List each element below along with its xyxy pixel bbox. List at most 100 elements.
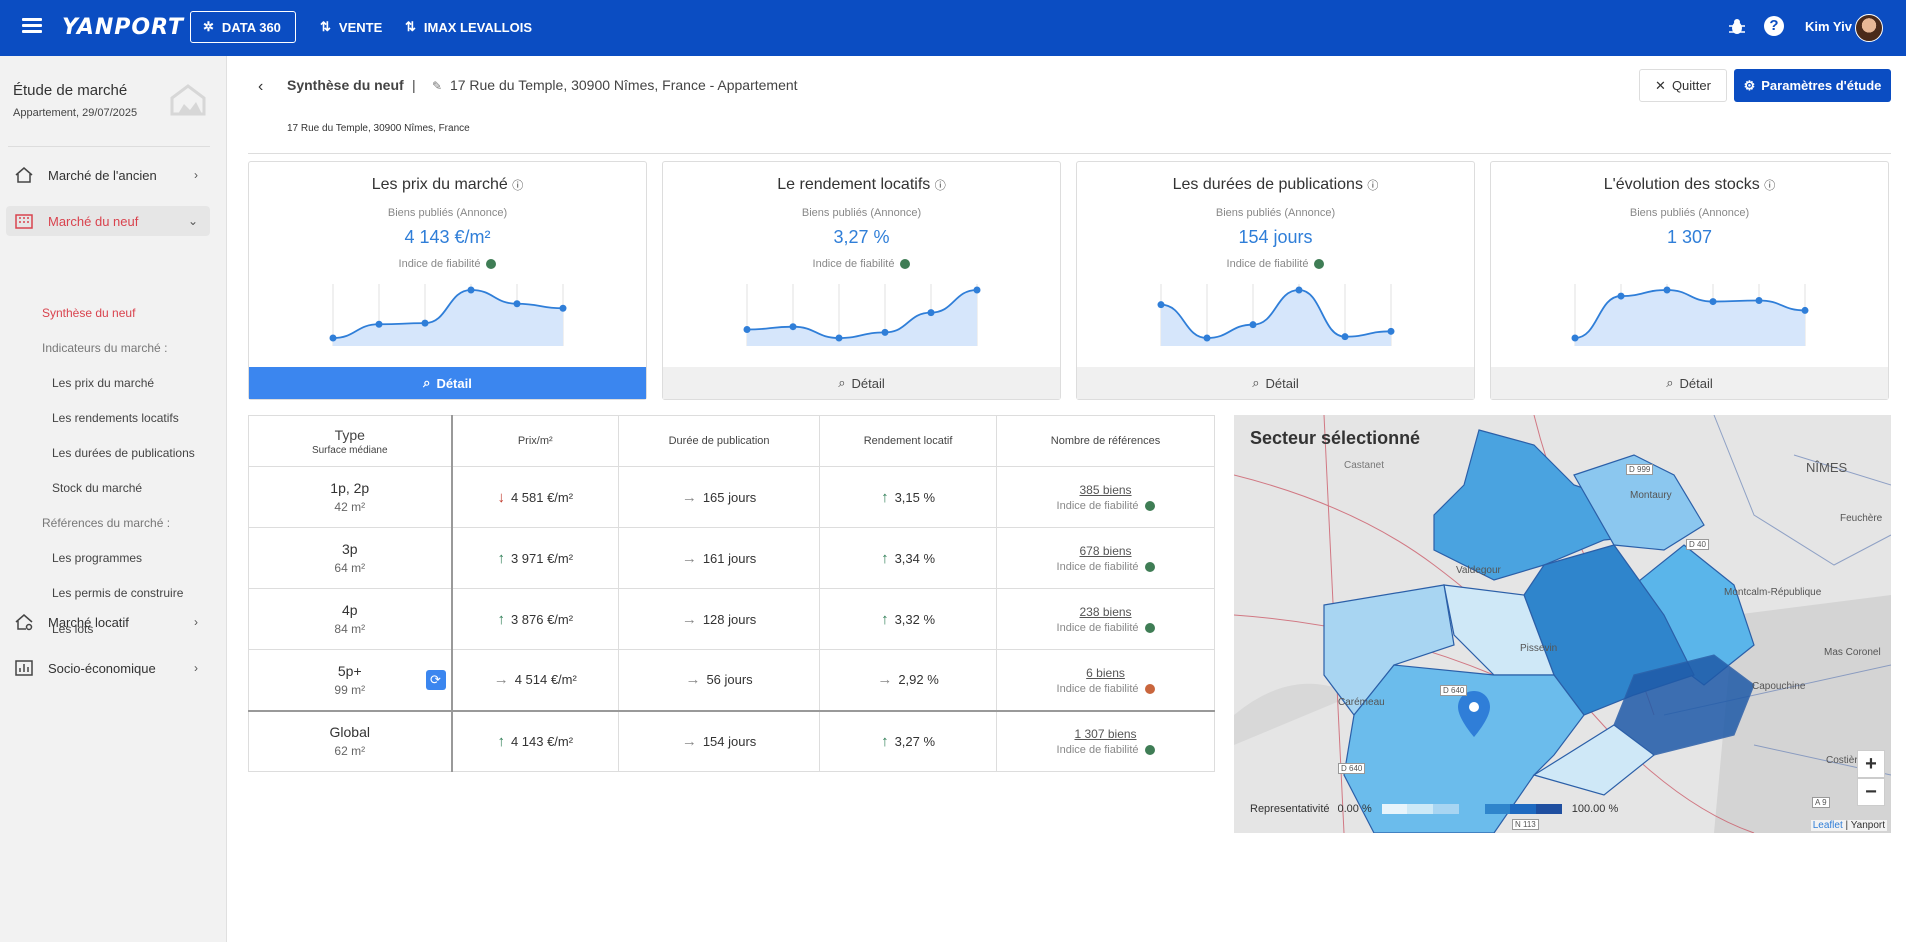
col-refs: Nombre de références bbox=[996, 415, 1215, 467]
map-road-a9: A 9 bbox=[1812, 797, 1830, 808]
refs-link[interactable]: 1 307 biens bbox=[1074, 727, 1137, 742]
sidebar-sub-lots[interactable]: Les lots bbox=[52, 622, 94, 636]
map-label-nimes: NÎMES bbox=[1806, 460, 1848, 475]
map-title: Secteur sélectionné bbox=[1250, 428, 1421, 448]
card-prix: Les prix du marché ⓘ Biens publiés (Anno… bbox=[248, 161, 647, 400]
brand-logo[interactable]: YANPORT bbox=[62, 15, 185, 40]
cell-refs: 1 307 biens Indice de fiabilité bbox=[996, 709, 1215, 772]
sidebar-sub-prix[interactable]: Les prix du marché bbox=[52, 376, 155, 390]
reliability-index: Indice de fiabilité bbox=[997, 744, 1214, 756]
quit-button[interactable]: ✕ Quitter bbox=[1639, 69, 1727, 102]
study-title: Étude de marché bbox=[13, 82, 128, 99]
location-label: 17 Rue du Temple, 30900 Nîmes, France - … bbox=[449, 77, 798, 93]
search-detail-icon: ⌕ bbox=[1666, 375, 1674, 390]
sparkline-chart bbox=[743, 284, 981, 346]
refs-link[interactable]: 238 biens bbox=[1079, 605, 1132, 619]
breadcrumb-location[interactable]: ✎ 17 Rue du Temple, 30900 Nîmes, France … bbox=[432, 77, 798, 93]
sidebar-item-socio[interactable]: Socio-économique › bbox=[6, 653, 210, 683]
cell-type: 3p 64 m² bbox=[248, 527, 453, 589]
zoom-in-button[interactable]: + bbox=[1857, 750, 1885, 778]
chevron-down-icon: ⌄ bbox=[187, 214, 198, 228]
sidebar-sub-stock[interactable]: Stock du marché bbox=[52, 481, 143, 495]
sidebar-sub-durees[interactable]: Les durées de publications bbox=[52, 446, 195, 460]
building-icon bbox=[14, 212, 36, 230]
map-label-feuchere: Feuchère bbox=[1840, 513, 1883, 524]
network-icon: ✲ bbox=[203, 19, 214, 34]
sidebar-sub-programmes[interactable]: Les programmes bbox=[52, 551, 143, 565]
sidebar-sub-permis[interactable]: Les permis de construire bbox=[52, 586, 184, 600]
sidebar-item-locatif[interactable]: Marché locatif › bbox=[6, 607, 210, 637]
sparkline-point bbox=[421, 319, 429, 327]
table-row: 4p 84 m² ↑ 3 876 €/m² → 128 jours ↑ 3,32 % 238 b… bbox=[248, 588, 1215, 650]
sparkline-point bbox=[1801, 306, 1809, 314]
detail-button[interactable]: ⌕ Détail bbox=[1491, 367, 1888, 399]
info-icon[interactable]: ⓘ bbox=[512, 180, 524, 192]
avatar[interactable] bbox=[1855, 14, 1883, 42]
breadcrumb-title: Synthèse du neuf bbox=[287, 77, 404, 93]
cell-rendement: → 2,92 % bbox=[819, 649, 998, 711]
map-road-d640b: D 640 bbox=[1338, 763, 1366, 774]
sparkline-chart bbox=[1157, 284, 1395, 346]
detail-button[interactable]: ⌕ Détail bbox=[1077, 367, 1474, 399]
sidebar-sub-synthese[interactable]: Synthèse du neuf bbox=[42, 306, 136, 320]
zoom-out-button[interactable]: − bbox=[1857, 778, 1885, 806]
table-row: 5p+ 99 m² ⟳ → 4 514 €/m² → 56 jours → 2,92 % 6 bi… bbox=[248, 649, 1215, 711]
sidebar-item-label: Marché du neuf bbox=[48, 213, 139, 229]
legend-label: Representativité bbox=[1250, 803, 1330, 815]
detail-button[interactable]: ⌕ Détail bbox=[249, 367, 646, 399]
refresh-icon[interactable]: ⟳ bbox=[425, 670, 446, 690]
reliability-dot bbox=[486, 259, 497, 270]
detail-button[interactable]: ⌕ Détail bbox=[663, 367, 1060, 399]
card-title: Les prix du marché ⓘ bbox=[371, 176, 524, 193]
sparkline-point bbox=[1203, 334, 1211, 342]
info-icon[interactable]: ⓘ bbox=[1367, 180, 1379, 192]
sparkline-point bbox=[973, 286, 981, 294]
help-icon[interactable]: ? bbox=[1764, 16, 1784, 36]
refs-link[interactable]: 678 biens bbox=[1079, 544, 1132, 558]
sparkline-point bbox=[789, 323, 797, 331]
map-road-d640: D 640 bbox=[1440, 685, 1468, 696]
info-icon[interactable]: ⓘ bbox=[1764, 180, 1776, 192]
map-attribution: Leaflet | Yanport bbox=[1810, 820, 1887, 831]
sparkline-point bbox=[1617, 292, 1625, 300]
trend-flat-icon: → bbox=[681, 732, 697, 750]
reliability-dot bbox=[1144, 683, 1155, 694]
settings-label: Paramètres d'étude bbox=[1761, 78, 1882, 93]
sidebar-item-ancien[interactable]: Marché de l'ancien › bbox=[6, 160, 210, 190]
sparkline-point bbox=[1249, 321, 1257, 329]
nav-data360-button[interactable]: ✲ DATA 360 bbox=[190, 11, 296, 43]
bug-icon[interactable] bbox=[1728, 18, 1746, 36]
trend-flat-icon: → bbox=[493, 671, 509, 689]
card-value: 4 143 €/m² bbox=[404, 227, 491, 247]
sparkline-point bbox=[1571, 334, 1579, 342]
sector-map[interactable]: Secteur sélectionné NÎMES Castanet Monta… bbox=[1234, 415, 1891, 833]
trend-flat-icon: → bbox=[877, 671, 893, 689]
sidebar-item-neuf[interactable]: Marché du neuf ⌄ bbox=[6, 206, 210, 236]
sparkline-point bbox=[1663, 286, 1671, 294]
info-icon[interactable]: ⓘ bbox=[934, 180, 946, 192]
sidebar-sub-indicateurs: Indicateurs du marché : bbox=[42, 341, 168, 355]
summary-table: Type Surface médiane Prix/m² Durée de pub… bbox=[248, 415, 1215, 772]
edit-icon[interactable]: ✎ bbox=[432, 79, 443, 93]
location-marker-icon[interactable] bbox=[1458, 691, 1490, 737]
trend-down-icon: ↓ bbox=[497, 488, 505, 506]
cell-refs: 6 biens Indice de fiabilité bbox=[996, 649, 1215, 711]
map-label-valdegour: Valdegour bbox=[1456, 565, 1501, 576]
nav-vente-button[interactable]: ⇅ VENTE bbox=[320, 11, 382, 43]
menu-icon[interactable] bbox=[22, 18, 42, 34]
sparkline-point bbox=[835, 334, 843, 342]
card-durees: Les durées de publications ⓘ Biens publi… bbox=[1076, 161, 1475, 400]
refs-link[interactable]: 6 biens bbox=[1086, 665, 1125, 680]
card-value: 154 jours bbox=[1238, 227, 1313, 247]
sidebar-sub-rendements[interactable]: Les rendements locatifs bbox=[52, 411, 179, 425]
chevron-right-icon: › bbox=[194, 168, 198, 182]
map-legend: Representativité 0.00 % 100.00 % bbox=[1250, 803, 1618, 815]
reliability-index: Indice de fiabilité bbox=[997, 561, 1214, 573]
study-settings-button[interactable]: ⚙ Paramètres d'étude bbox=[1734, 69, 1891, 102]
back-chevron-icon[interactable]: ‹ bbox=[258, 78, 264, 95]
leaflet-link[interactable]: Leaflet bbox=[1812, 820, 1843, 831]
nav-agency-button[interactable]: ⇅ IMAX LEVALLOIS bbox=[405, 11, 532, 43]
table-row-global: Global 62 m² ↑ 4 143 €/m² → 154 jours ↑ 3,27 % 1… bbox=[248, 709, 1215, 772]
user-name[interactable]: Kim Yiv bbox=[1805, 19, 1852, 34]
refs-link[interactable]: 385 biens bbox=[1079, 483, 1132, 497]
